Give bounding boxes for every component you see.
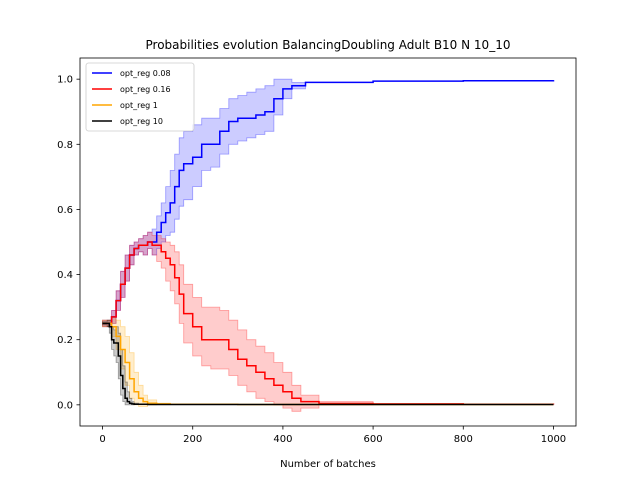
legend-label: opt_reg 1 xyxy=(120,101,158,110)
line-opt-reg-0-16 xyxy=(102,241,555,405)
legend-label: opt_reg 0.16 xyxy=(120,85,171,94)
series-lines xyxy=(102,80,555,406)
legend: opt_reg 0.08 opt_reg 0.16 opt_reg 1 opt_reg… xyxy=(85,62,195,132)
x-tick-label: 600 xyxy=(364,434,383,445)
x-tick-label: 1000 xyxy=(541,434,566,445)
x-tick-label: 400 xyxy=(273,434,292,445)
plot-frame xyxy=(79,57,577,427)
y-tick-label: 0.6 xyxy=(57,205,73,216)
y-tick-label: 0.2 xyxy=(57,335,73,346)
chart-title: Probabilities evolution BalancingDoublin… xyxy=(146,38,511,52)
x-tick-label: 200 xyxy=(183,434,202,445)
y-tick-label: 1.0 xyxy=(57,75,73,86)
x-tick-label: 0 xyxy=(99,434,105,445)
y-tick-label: 0.0 xyxy=(57,400,73,411)
legend-box xyxy=(85,62,195,132)
y-tick-label: 0.4 xyxy=(57,270,73,281)
line-opt-reg-10 xyxy=(102,322,554,406)
y-tick-label: 0.8 xyxy=(57,140,73,151)
x-axis-label: Number of batches xyxy=(280,459,376,470)
y-axis-ticks: 0.0 0.2 0.4 0.6 0.8 1.0 xyxy=(57,75,80,411)
x-tick-label: 800 xyxy=(454,434,473,445)
legend-label: opt_reg 10 xyxy=(120,117,163,126)
legend-label: opt_reg 0.08 xyxy=(120,69,171,78)
x-axis-ticks: 0 200 400 600 800 1000 xyxy=(99,426,566,445)
